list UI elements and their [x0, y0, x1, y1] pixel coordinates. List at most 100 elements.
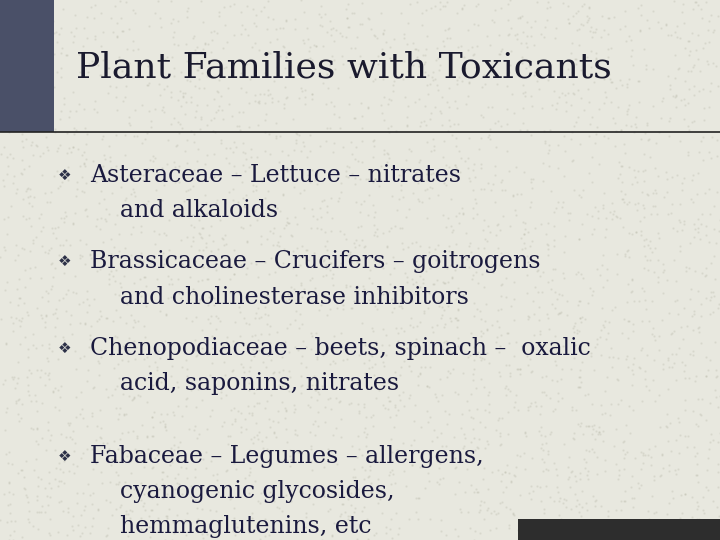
- Point: [359, 339, 370, 347]
- Point: [110, 403, 122, 412]
- Point: [539, 138, 551, 147]
- Point: [190, 291, 202, 299]
- Point: [104, 444, 115, 453]
- Point: [420, 137, 432, 146]
- Point: [661, 174, 672, 183]
- Point: [505, 222, 516, 231]
- Point: [709, 274, 720, 283]
- Point: [403, 515, 415, 523]
- Point: [114, 344, 126, 353]
- Point: [36, 293, 48, 302]
- Point: [689, 267, 701, 275]
- Point: [672, 32, 683, 41]
- Point: [662, 210, 674, 218]
- Point: [244, 445, 256, 454]
- Point: [12, 109, 23, 117]
- Point: [403, 204, 415, 213]
- Point: [271, 204, 282, 213]
- Point: [200, 210, 212, 218]
- Point: [503, 30, 515, 38]
- Point: [309, 176, 320, 185]
- Point: [610, 460, 621, 469]
- Point: [158, 108, 170, 117]
- Point: [677, 531, 688, 540]
- Point: [531, 482, 543, 491]
- Point: [463, 78, 474, 87]
- Point: [523, 62, 535, 70]
- Point: [526, 22, 537, 31]
- Point: [105, 14, 117, 23]
- Point: [475, 133, 487, 142]
- Point: [239, 202, 251, 211]
- Point: [547, 265, 559, 273]
- Point: [465, 247, 477, 256]
- Point: [350, 142, 361, 151]
- Point: [369, 208, 381, 217]
- Point: [83, 343, 94, 352]
- Point: [443, 25, 454, 33]
- Bar: [518, 519, 720, 540]
- Point: [617, 446, 629, 454]
- Point: [114, 502, 126, 511]
- Point: [287, 458, 299, 467]
- Point: [346, 500, 357, 509]
- Point: [30, 344, 42, 353]
- Point: [445, 195, 456, 204]
- Point: [24, 264, 36, 273]
- Point: [19, 484, 31, 493]
- Point: [529, 68, 541, 76]
- Point: [556, 89, 567, 97]
- Point: [255, 6, 266, 15]
- Point: [7, 44, 19, 53]
- Point: [642, 240, 654, 249]
- Point: [67, 142, 78, 151]
- Point: [334, 511, 346, 520]
- Point: [662, 31, 674, 39]
- Point: [685, 66, 697, 75]
- Point: [295, 359, 307, 367]
- Point: [346, 489, 357, 498]
- Point: [22, 311, 34, 320]
- Point: [398, 57, 410, 66]
- Point: [72, 521, 84, 529]
- Point: [31, 507, 42, 516]
- Point: [412, 195, 423, 204]
- Point: [711, 238, 720, 247]
- Point: [556, 375, 567, 383]
- Point: [89, 32, 100, 40]
- Point: [686, 29, 698, 37]
- Point: [102, 523, 114, 532]
- Point: [684, 294, 696, 303]
- Point: [33, 214, 45, 222]
- Point: [19, 333, 31, 341]
- Point: [454, 208, 465, 217]
- Point: [42, 6, 54, 15]
- Point: [102, 447, 113, 455]
- Point: [598, 436, 609, 445]
- Point: [260, 69, 271, 77]
- Point: [615, 214, 626, 222]
- Point: [508, 109, 520, 117]
- Point: [386, 96, 397, 104]
- Point: [311, 180, 323, 188]
- Point: [302, 491, 314, 500]
- Point: [526, 131, 537, 140]
- Point: [429, 75, 441, 84]
- Point: [291, 130, 302, 138]
- Point: [479, 71, 490, 79]
- Point: [623, 334, 634, 343]
- Point: [526, 495, 537, 504]
- Point: [222, 465, 233, 474]
- Point: [337, 500, 348, 508]
- Point: [53, 498, 65, 507]
- Point: [164, 461, 176, 469]
- Point: [172, 443, 184, 451]
- Point: [168, 178, 180, 187]
- Point: [223, 100, 235, 109]
- Point: [407, 322, 418, 331]
- Point: [676, 226, 688, 234]
- Point: [647, 247, 658, 256]
- Point: [305, 344, 317, 353]
- Point: [505, 46, 516, 55]
- Point: [156, 195, 168, 204]
